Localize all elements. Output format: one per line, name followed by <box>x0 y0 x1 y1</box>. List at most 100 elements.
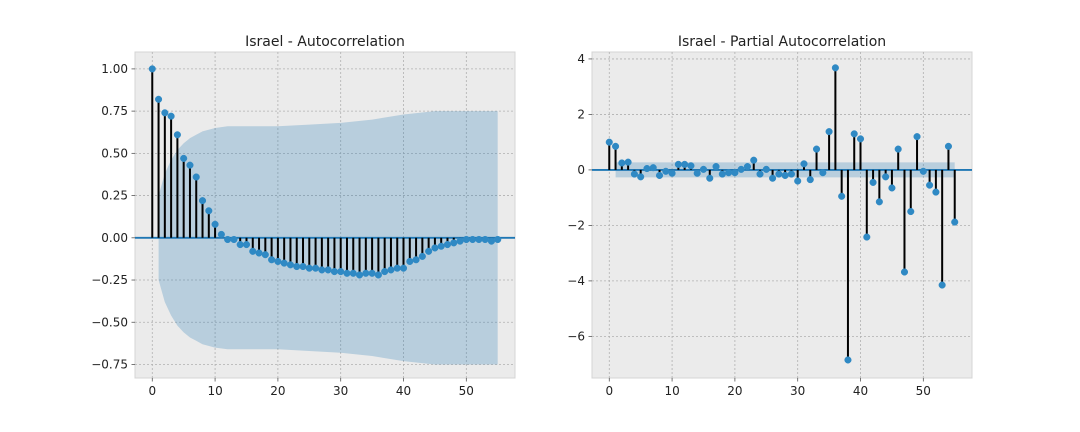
acf-point-19 <box>268 256 276 264</box>
pacf-point-46 <box>894 145 902 153</box>
acf-point-16 <box>249 247 257 255</box>
pacf-point-44 <box>882 173 890 181</box>
acf-y-tick-1: −0.50 <box>91 315 128 329</box>
acf-point-55 <box>494 235 502 244</box>
acf-point-11 <box>217 230 225 238</box>
pacf-point-26 <box>769 174 777 182</box>
acf-point-1 <box>155 95 163 103</box>
acf-point-36 <box>374 271 382 279</box>
acf-point-0 <box>148 65 156 73</box>
pacf-point-24 <box>756 170 764 178</box>
pacf-y-tick-0: −6 <box>567 329 585 343</box>
acf-point-12 <box>224 235 232 244</box>
acf-stems <box>148 65 502 279</box>
pacf-point-19 <box>725 169 733 177</box>
pacf-point-43 <box>875 198 883 206</box>
acf-point-8 <box>198 197 207 205</box>
pacf-point-17 <box>712 163 720 171</box>
pacf-point-28 <box>781 171 789 180</box>
acf-point-48 <box>450 239 458 247</box>
pacf-point-55 <box>951 218 959 226</box>
pacf-x-tick-3: 30 <box>790 384 805 398</box>
pacf-point-6 <box>643 164 651 173</box>
acf-point-7 <box>192 173 200 181</box>
pacf-point-32 <box>806 176 814 184</box>
pacf-point-29 <box>787 170 795 178</box>
acf-point-53 <box>481 235 489 244</box>
acf-point-14 <box>236 241 244 249</box>
pacf-x-tick-4: 40 <box>853 384 868 398</box>
pacf-point-30 <box>794 177 802 185</box>
acf-title: Israel - Autocorrelation <box>245 34 405 50</box>
acf-point-3 <box>167 112 175 120</box>
acf-y-tick-0: −0.75 <box>91 357 128 371</box>
pacf-stems <box>605 64 959 364</box>
acf-point-31 <box>343 269 351 277</box>
acf-point-2 <box>161 109 169 117</box>
acf-point-44 <box>425 247 433 255</box>
acf-y-tick-3: 0.00 <box>101 231 128 245</box>
pacf-point-53 <box>938 281 946 289</box>
pacf-point-11 <box>674 160 682 168</box>
pacf-point-40 <box>856 135 865 143</box>
acf-point-39 <box>393 264 401 272</box>
acf-y-tick-2: −0.25 <box>91 273 128 287</box>
acf-point-20 <box>274 257 282 266</box>
pacf-plot-area <box>591 51 973 379</box>
pacf-y-tick-4: 2 <box>577 107 585 121</box>
acf-x-tick-3: 30 <box>333 384 348 398</box>
pacf-point-9 <box>662 167 670 175</box>
acf-point-6 <box>186 161 194 169</box>
pacf-point-12 <box>681 160 689 168</box>
acf-point-50 <box>462 235 470 244</box>
acf-point-43 <box>418 252 426 260</box>
pacf-point-5 <box>637 173 645 181</box>
pacf-point-38 <box>844 356 852 364</box>
acf-point-27 <box>318 266 326 274</box>
pacf-point-14 <box>693 169 701 177</box>
pacf-point-3 <box>624 158 632 166</box>
pacf-point-31 <box>800 160 808 168</box>
acf-point-49 <box>456 237 464 245</box>
pacf-point-20 <box>731 169 739 177</box>
pacf-point-49 <box>913 133 921 141</box>
pacf-point-36 <box>831 64 839 72</box>
pacf-title: Israel - Partial Autocorrelation <box>678 34 886 50</box>
acf-point-34 <box>362 269 370 277</box>
acf-point-33 <box>355 271 364 279</box>
acf-x-tick-5: 50 <box>459 384 474 398</box>
acf-point-45 <box>431 244 439 252</box>
acf-point-25 <box>305 264 313 272</box>
acf-point-15 <box>242 241 251 249</box>
acf-point-40 <box>399 264 408 272</box>
pacf-point-1 <box>612 142 620 150</box>
pacf-point-10 <box>668 169 676 177</box>
acf-point-5 <box>180 154 188 162</box>
pacf-point-4 <box>630 170 638 178</box>
acf-point-23 <box>293 262 301 271</box>
pacf-point-54 <box>944 142 952 150</box>
pacf-point-16 <box>706 174 714 182</box>
acf-x-tick-1: 10 <box>207 384 222 398</box>
pacf-point-25 <box>762 165 770 173</box>
acf-point-32 <box>349 269 357 277</box>
pacf-point-42 <box>869 178 877 186</box>
pacf-point-33 <box>812 145 821 153</box>
pacf-point-41 <box>863 233 871 241</box>
acf-plot-area <box>134 51 516 379</box>
acf-point-13 <box>230 235 238 244</box>
pacf-point-35 <box>825 128 833 136</box>
pacf-y-tick-1: −4 <box>567 274 585 288</box>
pacf-x-ticks: 0 10 20 30 40 50 <box>605 378 931 398</box>
pacf-y-tick-3: 0 <box>577 163 585 177</box>
pacf-point-13 <box>687 162 695 170</box>
pacf-point-2 <box>618 159 626 167</box>
pacf-point-8 <box>655 171 664 180</box>
pacf-point-52 <box>932 188 940 196</box>
acf-point-29 <box>330 268 338 276</box>
pacf-point-51 <box>926 181 934 189</box>
acf-point-30 <box>337 268 345 276</box>
pacf-point-47 <box>900 268 909 276</box>
pacf-point-39 <box>850 130 858 138</box>
pacf-point-34 <box>819 169 827 177</box>
